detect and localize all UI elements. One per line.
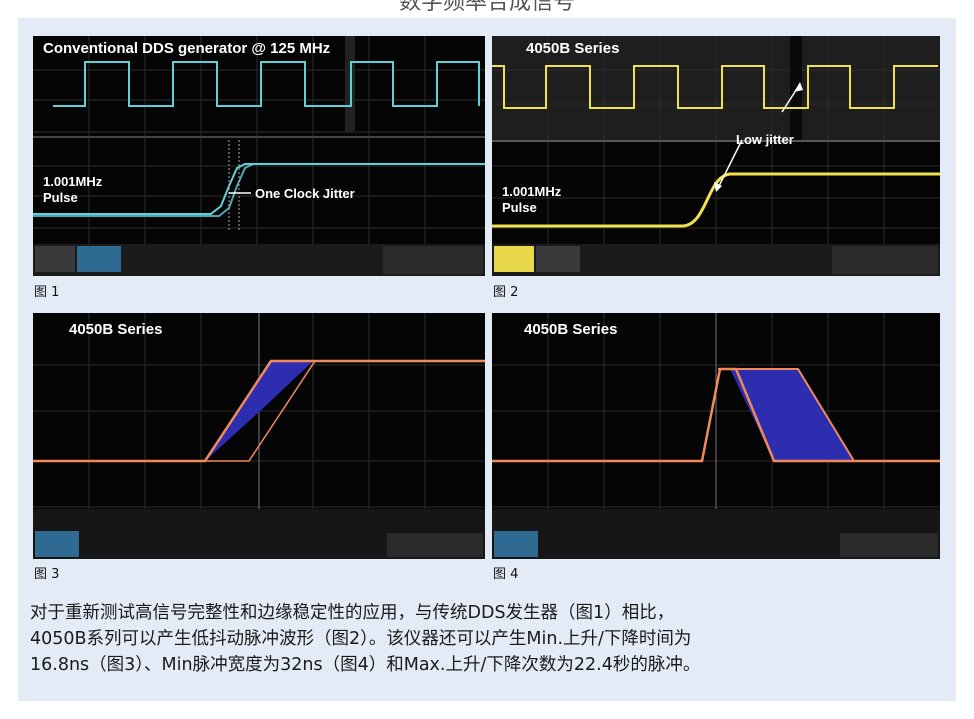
figure-2-freq-label: 1.001MHz Pulse — [502, 184, 561, 216]
figure-4-title: 4050B Series — [524, 321, 618, 338]
figure-1-caption: 图 1 — [34, 285, 60, 300]
oscilloscope-screenshot-4: 4050B Series — [492, 313, 940, 559]
oscilloscope-4-display — [492, 313, 940, 559]
description-paragraph: 对于重新测试高信号完整性和边缘稳定性的应用，与传统DDS发生器（图1）相比， 4… — [30, 600, 950, 678]
figure-1-pulse-text: Pulse — [43, 190, 78, 205]
oscilloscope-3-display — [33, 313, 485, 559]
figure-3-caption: 图 3 — [34, 567, 60, 582]
figure-2-title: 4050B Series — [526, 40, 620, 57]
figure-1-jitter-label: One Clock Jitter — [255, 186, 355, 201]
oscilloscope-1-display — [33, 36, 485, 276]
figure-3-title: 4050B Series — [69, 321, 163, 338]
oscilloscope-screenshot-1: Conventional DDS generator @ 125 MHz 1.0… — [33, 36, 485, 276]
description-line-2: 4050B系列可以产生低抖动脉冲波形（图2）。该仪器还可以产生Min.上升/下降… — [30, 629, 692, 649]
figure-2-jitter-label: Low jitter — [736, 132, 794, 147]
figure-2-freq-text: 1.001MHz — [502, 184, 562, 199]
figure-1-freq-text: 1.001MHz — [43, 174, 103, 189]
description-line-3: 16.8ns（图3）、Min脉冲宽度为32ns（图4）和Max.上升/下降次数为… — [30, 655, 701, 675]
oscilloscope-2-display — [492, 36, 940, 276]
figure-1-freq-label: 1.001MHz Pulse — [43, 174, 102, 206]
figure-4-caption: 图 4 — [493, 567, 519, 582]
description-line-1: 对于重新测试高信号完整性和边缘稳定性的应用，与传统DDS发生器（图1）相比， — [30, 603, 675, 623]
figure-2-caption: 图 2 — [493, 285, 519, 300]
page-top-title: 数字频率合成信号 — [398, 0, 575, 15]
figure-1-title: Conventional DDS generator @ 125 MHz — [43, 40, 331, 57]
oscilloscope-screenshot-2: 4050B Series Low jitter 1.001MHz Pulse — [492, 36, 940, 276]
figure-2-pulse-text: Pulse — [502, 200, 537, 215]
oscilloscope-screenshot-3: 4050B Series — [33, 313, 485, 559]
